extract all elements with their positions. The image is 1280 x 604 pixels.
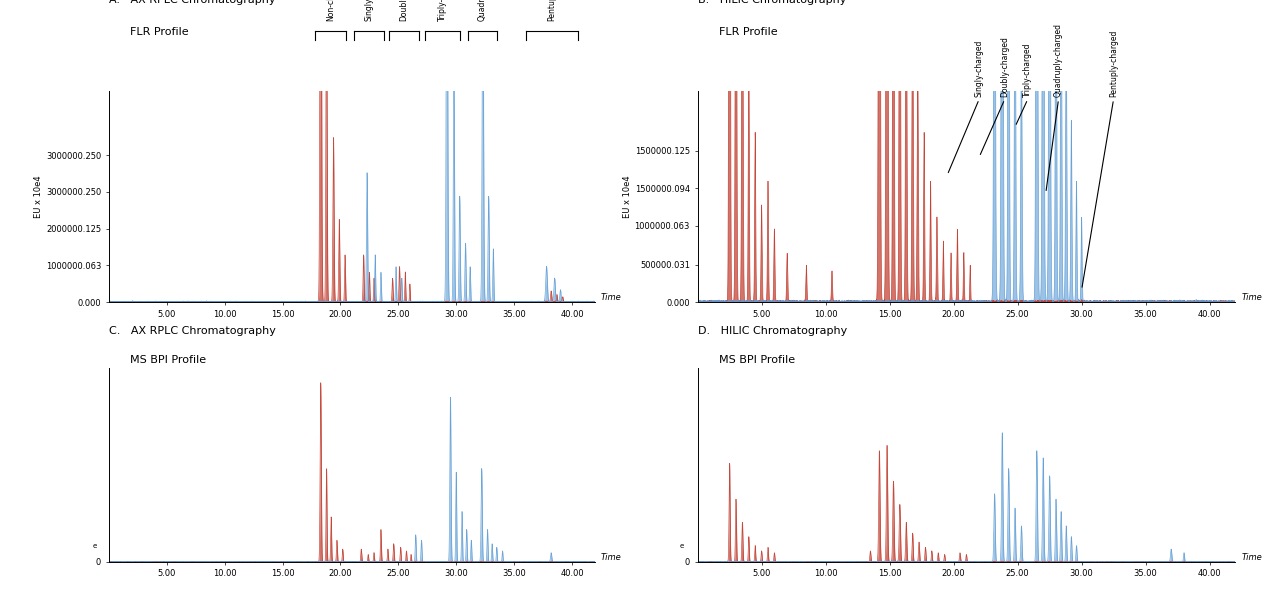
- Text: Doubly-charged: Doubly-charged: [399, 0, 408, 21]
- Text: Time: Time: [1242, 293, 1262, 302]
- Text: FLR Profile: FLR Profile: [109, 27, 188, 37]
- Text: A.   AX RPLC Chromatography: A. AX RPLC Chromatography: [109, 0, 275, 5]
- Text: e: e: [92, 543, 97, 549]
- Text: Time: Time: [602, 553, 622, 562]
- Text: Triply-charged: Triply-charged: [438, 0, 447, 21]
- Y-axis label: EU x 10e4: EU x 10e4: [623, 175, 632, 217]
- Text: Quadruply-charged: Quadruply-charged: [477, 0, 486, 21]
- Text: Time: Time: [1242, 553, 1262, 562]
- Text: MS BPI Profile: MS BPI Profile: [109, 355, 206, 365]
- Text: D.   HILIC Chromatography: D. HILIC Chromatography: [698, 326, 847, 336]
- Y-axis label: EU x 10e4: EU x 10e4: [35, 175, 44, 217]
- Text: Pentuply-charged: Pentuply-charged: [548, 0, 557, 21]
- Text: Singly-charged: Singly-charged: [974, 39, 984, 97]
- Text: Triply-charged: Triply-charged: [1023, 42, 1033, 97]
- Text: Singly-charged: Singly-charged: [365, 0, 374, 21]
- Text: B.   HILIC Chromatography: B. HILIC Chromatography: [698, 0, 846, 5]
- Text: e: e: [680, 543, 684, 549]
- Text: Time: Time: [602, 293, 622, 302]
- Text: Non-charged: Non-charged: [326, 0, 335, 21]
- Text: FLR Profile: FLR Profile: [698, 27, 777, 37]
- Text: C.   AX RPLC Chromatography: C. AX RPLC Chromatography: [109, 326, 275, 336]
- Text: Doubly-charged: Doubly-charged: [1000, 36, 1010, 97]
- Text: MS BPI Profile: MS BPI Profile: [698, 355, 795, 365]
- Text: Quadruply-charged: Quadruply-charged: [1053, 22, 1064, 97]
- Text: Pentuply-charged: Pentuply-charged: [1108, 29, 1119, 97]
